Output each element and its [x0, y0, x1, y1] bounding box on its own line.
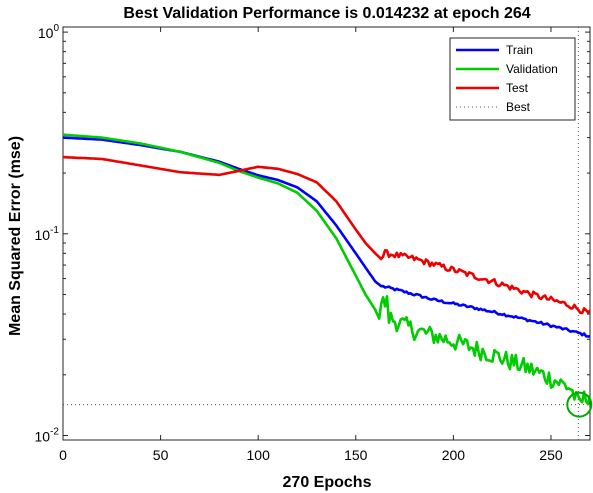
y-tick-label: 10-1	[35, 225, 60, 243]
x-tick-label: 250	[539, 447, 563, 463]
legend-label-best: Best	[506, 100, 531, 114]
legend-label-validation: Validation	[506, 62, 558, 76]
legend-box	[449, 37, 576, 121]
x-tick-label: 0	[59, 447, 67, 463]
y-tick-label: 10-2	[35, 427, 60, 445]
legend-label-test: Test	[506, 81, 529, 95]
legend-label-train: Train	[506, 43, 533, 57]
y-axis-label: Mean Squared Error (mse)	[7, 136, 24, 336]
x-tick-label: 100	[247, 447, 271, 463]
series-line-validation	[63, 133, 590, 406]
x-tick-label: 200	[442, 447, 466, 463]
x-tick-label: 50	[153, 447, 169, 463]
x-tick-label: 150	[344, 447, 368, 463]
x-axis-label: 270 Epochs	[283, 474, 372, 491]
legend: Train Validation Test Best	[449, 37, 576, 121]
y-tick-label: 100	[38, 23, 60, 41]
series-line-test	[63, 155, 590, 315]
chart-title: Best Validation Performance is 0.014232 …	[123, 5, 530, 22]
series-group	[63, 133, 590, 406]
best-marker	[566, 391, 593, 418]
